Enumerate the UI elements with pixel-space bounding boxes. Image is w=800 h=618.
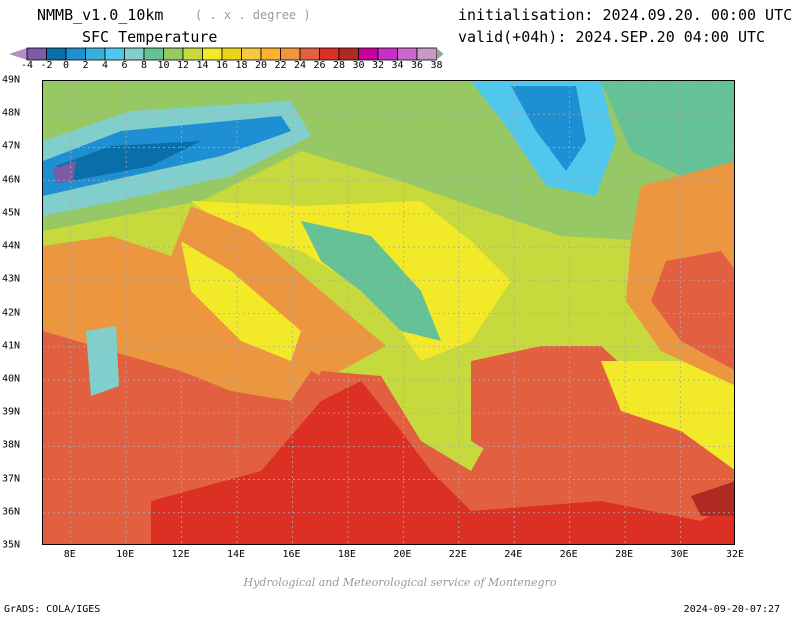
lon-tick-label: 14E [227, 549, 246, 560]
field-italy-yellow [181, 241, 301, 361]
unit-label: ( . x . degree ) [195, 8, 311, 22]
colorbar-tick-label: 22 [274, 60, 287, 71]
colorbar-tick-label: 6 [121, 60, 128, 71]
colorbar-bin [143, 47, 164, 61]
field-east-teal [601, 81, 734, 176]
colorbar-tick-label: 30 [352, 60, 365, 71]
field-dinaric-teal [301, 221, 441, 341]
colorbar-bin [85, 47, 106, 61]
colorbar-bin [104, 47, 125, 61]
colorbar-bin [260, 47, 281, 61]
lat-tick-label: 37N [2, 473, 21, 485]
lon-tick-label: 24E [504, 549, 523, 560]
colorbar-bin [241, 47, 262, 61]
lat-lon-grid [43, 81, 734, 544]
lon-tick-label: 22E [448, 549, 467, 560]
lat-tick-label: 38N [2, 439, 21, 451]
credit-text: Hydrological and Meteorological service … [243, 576, 557, 589]
lat-tick-label: 46N [2, 174, 21, 186]
colorbar-bin [202, 47, 223, 61]
colorbar-tick-label: 10 [157, 60, 170, 71]
colorbar-tick-label: 2 [82, 60, 89, 71]
colorbar-bin [124, 47, 145, 61]
colorbar-tick-label: 28 [332, 60, 346, 71]
colorbar-tick-label: 38 [430, 60, 443, 71]
colorbar-bin [338, 47, 359, 61]
colorbar-tick-label: 24 [293, 60, 307, 71]
valid-time: valid(+04h): 2024.SEP.20 04:00 UTC [458, 28, 766, 46]
colorbar-bin [65, 47, 86, 61]
lat-tick-label: 47N [2, 140, 21, 152]
temperature-map [42, 80, 735, 545]
colorbar-tick-label: 4 [101, 60, 109, 71]
field-blacksea-red [651, 251, 734, 370]
colorbar-bin [46, 47, 67, 61]
lat-tick-label: 49N [2, 74, 21, 86]
field-carpathian-blue [511, 86, 586, 171]
colorbar-tick-label: -4 [20, 60, 34, 71]
colorbar-bin [377, 47, 398, 61]
colorbar-tick-label: 32 [371, 60, 385, 71]
lon-tick-label: 32E [725, 549, 745, 560]
lon-tick-label: 16E [282, 549, 301, 560]
colorbar-bin [221, 47, 242, 61]
software-label: GrADS: COLA/IGES [4, 604, 101, 615]
lon-tick-label: 30E [670, 549, 689, 560]
colorbar-tick-label: 12 [176, 60, 190, 71]
lon-tick-label: 20E [393, 549, 412, 560]
colorbar-tick-label: 16 [215, 60, 229, 71]
colorbar-tick-label: 34 [391, 60, 404, 71]
colorbar-tick-label: 26 [313, 60, 326, 71]
colorbar-bin [358, 47, 379, 61]
model-title: NMMB_v1.0_10km [37, 6, 164, 24]
field-alps-purple [53, 161, 76, 183]
init-time: initialisation: 2024.09.20. 00:00 UTC [458, 6, 793, 24]
lat-tick-label: 36N [2, 506, 21, 518]
colorbar-bin [163, 47, 184, 61]
colorbar-tick-label: 36 [410, 60, 424, 71]
colorbar-tick-label: 18 [235, 60, 248, 71]
render-timestamp: 2024-09-20-07:27 [683, 604, 780, 615]
field-alps-dark [56, 141, 201, 181]
field-south-darkred [151, 381, 734, 544]
colorbar-bin [26, 47, 47, 61]
lon-tick-label: 26E [559, 549, 578, 560]
variable-title: SFC Temperature [82, 28, 218, 46]
field-anatolia-yellow [601, 361, 734, 470]
lat-tick-label: 48N [2, 107, 21, 119]
colorbar-tick-label: 20 [254, 60, 268, 71]
colorbar-bin [319, 47, 340, 61]
colorbar-bin [416, 47, 437, 61]
field-cyprus-darkred [691, 481, 734, 516]
colorbar-tick-label: 8 [140, 60, 148, 71]
lon-tick-label: 8E [63, 549, 76, 560]
lat-tick-label: 35N [2, 539, 21, 551]
lon-tick-label: 28E [615, 549, 634, 560]
lon-tick-label: 18E [337, 549, 356, 560]
lat-tick-label: 44N [2, 240, 21, 252]
colorbar-under-arrow [9, 48, 27, 60]
colorbar [9, 47, 444, 61]
temperature-field [43, 81, 734, 544]
colorbar-bin [182, 47, 203, 61]
colorbar-tick-label: -2 [40, 60, 53, 71]
colorbar-over-arrow [436, 48, 444, 60]
colorbar-tick-label: 0 [62, 60, 70, 71]
colorbar-bin [280, 47, 301, 61]
lat-tick-label: 45N [2, 207, 21, 219]
colorbar-bin [397, 47, 418, 61]
lon-tick-label: 12E [171, 549, 190, 560]
colorbar-bin [299, 47, 320, 61]
lat-tick-label: 41N [2, 340, 21, 352]
field-aegean-red [471, 346, 601, 471]
lat-tick-label: 40N [2, 373, 21, 385]
colorbar-tick-label: 14 [196, 60, 209, 71]
lat-tick-label: 39N [2, 406, 21, 418]
lat-tick-label: 42N [2, 307, 21, 318]
lat-tick-label: 43N [2, 273, 21, 285]
lon-tick-label: 10E [116, 549, 135, 560]
field-sardinia-teal [86, 326, 119, 396]
